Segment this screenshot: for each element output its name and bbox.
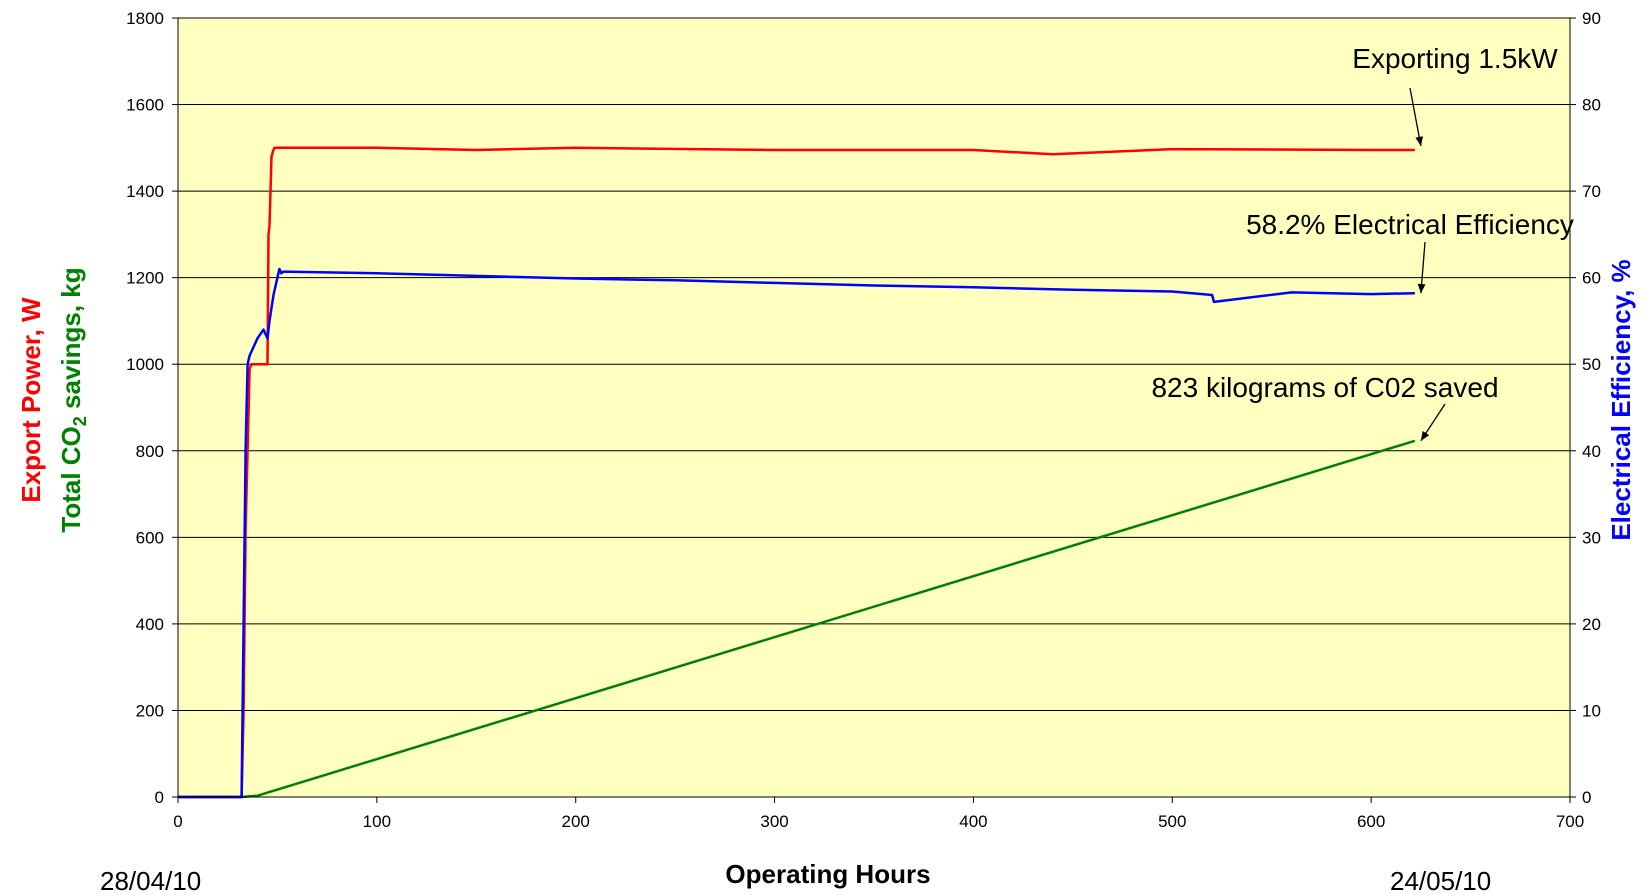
axis-ticks: 0 100 200 300 400 500 600 700020040060080010001… — [126, 9, 1601, 831]
y-axis-right-label: Electrical Efficiency, % — [1606, 259, 1636, 540]
date-end-label: 24/05/10 — [1390, 866, 1491, 895]
annotation-arrowhead — [1420, 431, 1430, 441]
y-left-tick-label: 1200 — [126, 269, 164, 288]
y-right-tick-label: 60 — [1582, 269, 1601, 288]
date-start-label: 28/04/10 — [100, 866, 201, 895]
y-left-tick-label: 600 — [136, 528, 164, 547]
y-right-tick-label: 30 — [1582, 528, 1601, 547]
x-tick-label: 100 — [363, 812, 391, 831]
x-tick-label: 0 — [173, 812, 182, 831]
y-left-tick-label: 800 — [136, 442, 164, 461]
plot-border — [177, 17, 1571, 798]
y-right-tick-label: 0 — [1582, 788, 1591, 807]
x-tick-label: 300 — [760, 812, 788, 831]
y-left-tick-label: 1800 — [126, 9, 164, 28]
y-right-tick-label: 40 — [1582, 442, 1601, 461]
series-line-export_power — [178, 146, 1415, 799]
x-tick-label: 500 — [1158, 812, 1186, 831]
x-tick-label: 400 — [959, 812, 987, 831]
y-axis-left-label-co2: Total CO2 savings, kg — [56, 267, 90, 532]
y-right-tick-label: 50 — [1582, 355, 1601, 374]
x-tick-label: 200 — [562, 812, 590, 831]
y-right-tick-label: 20 — [1582, 615, 1601, 634]
y-left-tick-label: 200 — [136, 701, 164, 720]
x-axis-label: Operating Hours — [725, 859, 930, 889]
annotation-arrowhead — [1417, 283, 1426, 294]
y-left-tick-label: 0 — [155, 788, 164, 807]
y-left-tick-label: 400 — [136, 615, 164, 634]
annotation-export: Exporting 1.5kW — [1352, 43, 1558, 74]
y-left-tick-label: 1400 — [126, 182, 164, 201]
y-axis-left-label-power: Export Power, W — [16, 297, 46, 503]
y-left-tick-label: 1000 — [126, 355, 164, 374]
annotation-arrow — [1409, 87, 1422, 147]
x-tick-label: 700 — [1556, 812, 1584, 831]
y-right-tick-label: 70 — [1582, 182, 1601, 201]
annotation-efficiency: 58.2% Electrical Efficiency — [1246, 209, 1574, 240]
annotations: Exporting 1.5kW 58.2% Electrical Efficien… — [1151, 43, 1574, 442]
y-right-tick-label: 80 — [1582, 96, 1601, 115]
y-left-tick-label: 1600 — [126, 96, 164, 115]
annotation-co2: 823 kilograms of C02 saved — [1151, 372, 1498, 403]
annotation-arrowhead — [1415, 136, 1423, 146]
plot-area — [178, 18, 1570, 797]
y-right-tick-label: 90 — [1582, 9, 1601, 28]
series-line-electrical_efficiency — [178, 267, 1415, 799]
x-tick-label: 600 — [1357, 812, 1385, 831]
y-right-tick-label: 10 — [1582, 701, 1601, 720]
